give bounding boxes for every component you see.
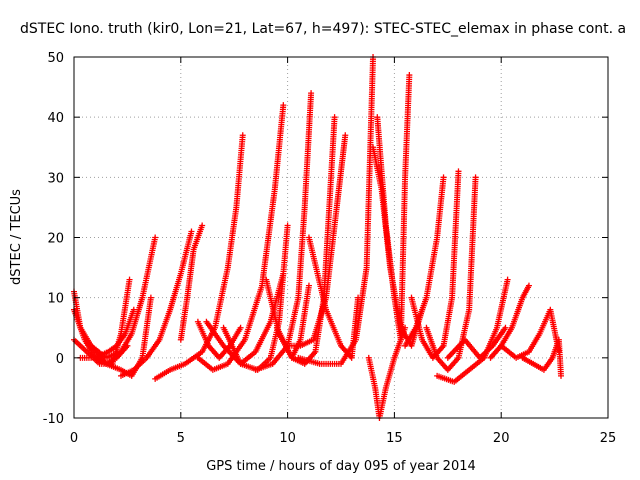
x-tick-label: 25 — [600, 431, 617, 446]
series-arc — [408, 168, 462, 361]
series-arc — [152, 132, 246, 382]
data-point — [440, 174, 447, 181]
series-arc — [77, 306, 137, 361]
series-arc — [305, 234, 362, 361]
data-point — [355, 294, 362, 301]
x-tick-label: 20 — [493, 431, 510, 446]
data-point — [126, 276, 133, 283]
series-arc — [444, 324, 509, 361]
x-tick-labels: 0 5 10 15 20 25 — [70, 431, 616, 446]
x-tick-label: 15 — [386, 431, 403, 446]
x-tick-label: 10 — [279, 431, 296, 446]
data-point — [152, 234, 159, 241]
data-point — [504, 276, 511, 283]
series-arc — [365, 324, 409, 421]
data-point — [124, 342, 131, 349]
y-tick-label: 0 — [56, 352, 64, 367]
series-arc — [273, 114, 338, 367]
data-point — [147, 294, 154, 301]
data-point — [284, 222, 291, 229]
y-tick-label: -10 — [43, 412, 64, 427]
data-point — [280, 102, 287, 109]
y-axis-label: dSTEC / TECUs — [9, 189, 24, 285]
data-point — [558, 372, 565, 379]
data-point — [239, 132, 246, 139]
y-tick-label: 20 — [47, 232, 64, 247]
chart-title: dSTEC Iono. truth (kir0, Lon=21, Lat=67,… — [20, 21, 626, 37]
series-arc — [177, 222, 206, 343]
y-tick-label: 30 — [47, 171, 64, 186]
data-point — [455, 168, 462, 175]
data-point — [199, 222, 206, 229]
series-arc — [519, 336, 565, 379]
data-point — [237, 324, 244, 331]
data-points — [71, 54, 565, 421]
data-point — [188, 228, 195, 235]
data-point — [502, 324, 509, 331]
y-tick-label: 10 — [47, 292, 64, 307]
data-point — [305, 282, 312, 289]
data-point — [525, 282, 532, 289]
y-tick-label: 50 — [47, 51, 64, 66]
x-tick-label: 5 — [177, 431, 185, 446]
data-point — [308, 90, 315, 97]
axis-ticks — [73, 56, 609, 419]
series-arc — [71, 234, 159, 361]
series-arc — [374, 72, 413, 343]
series-arc — [423, 174, 479, 373]
data-point — [331, 114, 338, 121]
y-tick-labels: -10 0 10 20 30 40 50 — [43, 51, 64, 427]
data-point — [342, 132, 349, 139]
data-point — [472, 174, 479, 181]
series-arc — [117, 228, 195, 379]
y-tick-label: 40 — [47, 111, 64, 126]
data-point — [406, 72, 413, 79]
x-tick-label: 0 — [70, 431, 78, 446]
x-axis-label: GPS time / hours of day 095 of year 2014 — [206, 459, 476, 474]
data-point — [130, 306, 137, 313]
